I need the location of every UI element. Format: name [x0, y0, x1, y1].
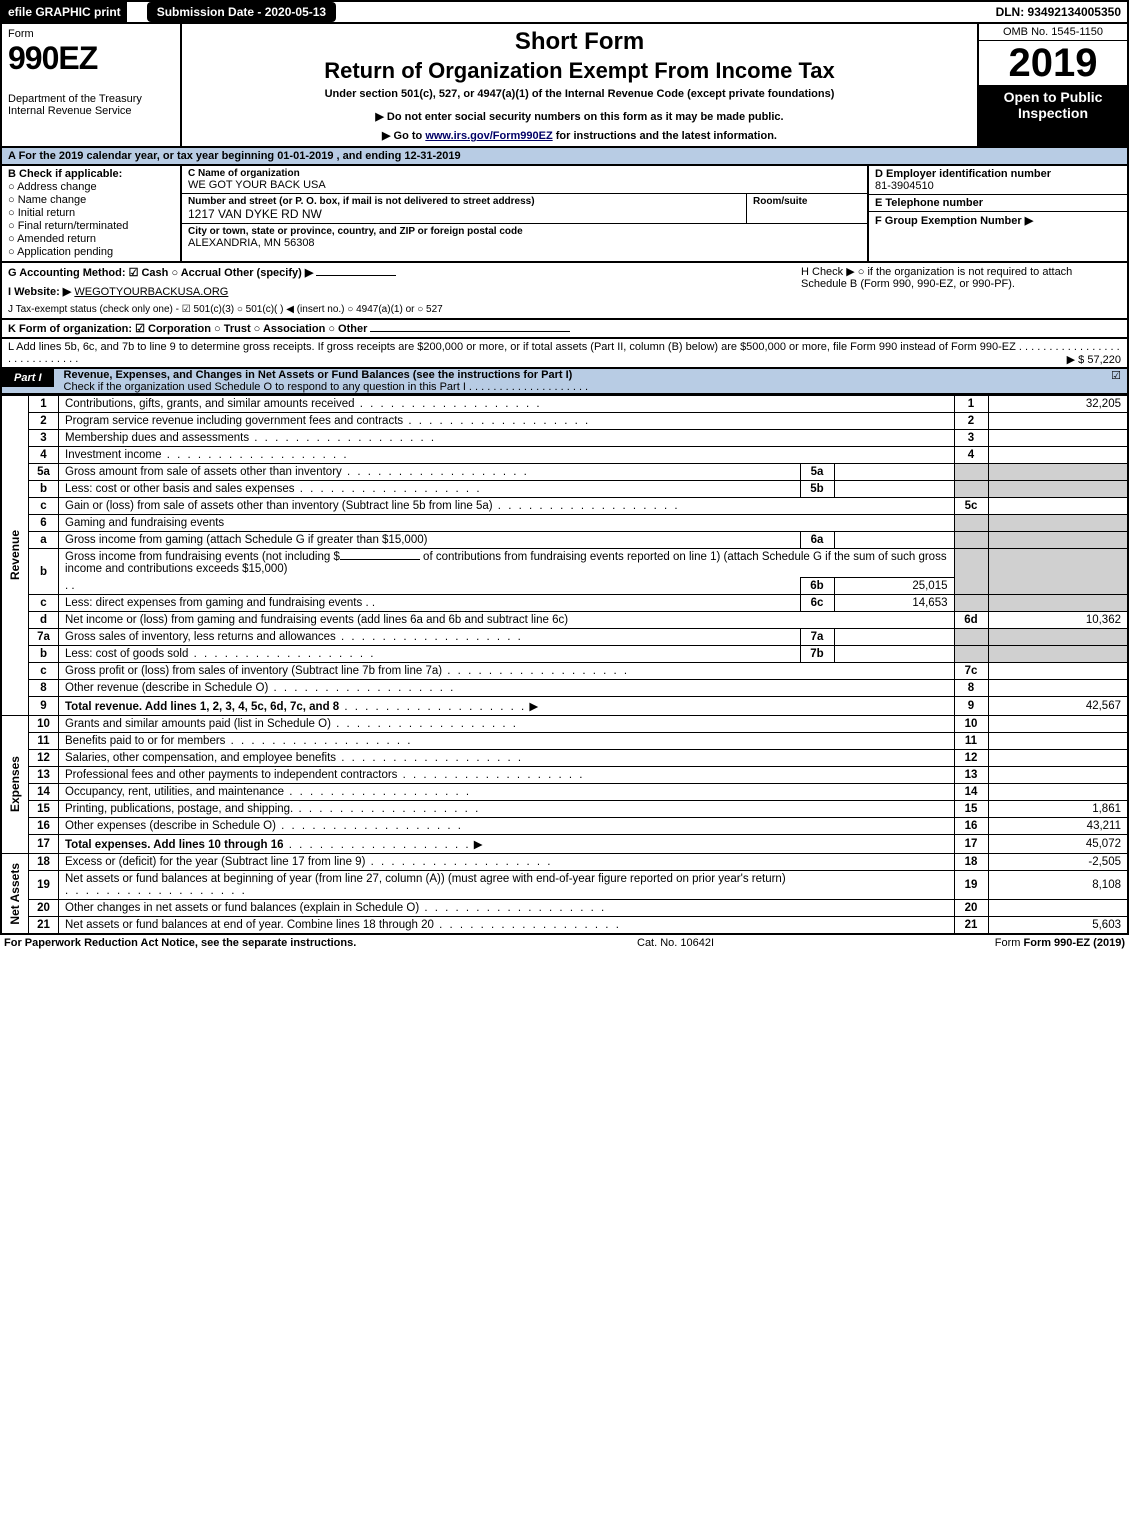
amt-21: 5,603 — [988, 917, 1128, 935]
dln: DLN: 93492134005350 — [996, 5, 1127, 19]
line-j: J Tax-exempt status (check only one) - ☑… — [2, 301, 1127, 318]
ck-initial-return[interactable]: ○ Initial return — [8, 207, 174, 219]
ck-amended-return[interactable]: ○ Amended return — [8, 233, 174, 245]
amt-15: 1,861 — [988, 801, 1128, 818]
form-word: Form — [8, 28, 174, 40]
org-street: 1217 VAN DYKE RD NW — [188, 207, 740, 221]
ck-final-return[interactable]: ○ Final return/terminated — [8, 220, 174, 232]
amt-6b: 25,015 — [834, 578, 954, 595]
line-k: K Form of organization: ☑ Corporation ○ … — [0, 320, 1129, 339]
irs-link[interactable]: www.irs.gov/Form990EZ — [425, 130, 552, 142]
form-ref: Form Form 990-EZ (2019) — [995, 937, 1125, 949]
revenue-side: Revenue — [8, 530, 22, 580]
box-c: C Name of organization WE GOT YOUR BACK … — [182, 166, 867, 261]
amt-19: 8,108 — [988, 871, 1128, 900]
cat-no: Cat. No. 10642I — [637, 937, 714, 949]
efile-tag[interactable]: efile GRAPHIC print — [2, 2, 127, 22]
part1-header: Part I Revenue, Expenses, and Changes in… — [0, 369, 1129, 395]
subtitle: Under section 501(c), 527, or 4947(a)(1)… — [190, 88, 969, 100]
pra-notice: For Paperwork Reduction Act Notice, see … — [4, 937, 356, 949]
amt-1: 32,205 — [988, 396, 1128, 413]
ein: 81-3904510 — [875, 180, 1121, 192]
amt-9: 42,567 — [988, 697, 1128, 716]
form-number: 990EZ — [8, 40, 174, 77]
omb-number: OMB No. 1545-1150 — [979, 24, 1127, 41]
box-b: B Check if applicable: ○ Address change … — [2, 166, 182, 261]
main-title: Return of Organization Exempt From Incom… — [190, 58, 969, 84]
line-a: A For the 2019 calendar year, or tax yea… — [0, 148, 1129, 166]
top-bar: efile GRAPHIC print Submission Date - 20… — [0, 0, 1129, 24]
block-bcdef: B Check if applicable: ○ Address change … — [0, 166, 1129, 263]
amt-17: 45,072 — [988, 835, 1128, 854]
line-h: H Check ▶ ○ if the organization is not r… — [801, 265, 1121, 290]
part1-check[interactable]: ☑ — [1111, 369, 1127, 382]
dept-treasury: Department of the Treasury — [8, 93, 174, 105]
dept-irs: Internal Revenue Service — [8, 105, 174, 117]
net-assets-side: Net Assets — [8, 863, 22, 925]
open-inspection: Open to Public Inspection — [979, 85, 1127, 146]
form-header: Form 990EZ Department of the Treasury In… — [0, 24, 1129, 148]
org-name: WE GOT YOUR BACK USA — [188, 179, 861, 191]
line-l: L Add lines 5b, 6c, and 7b to line 9 to … — [0, 339, 1129, 369]
ssn-warning: ▶ Do not enter social security numbers o… — [190, 110, 969, 123]
submission-date: Submission Date - 2020-05-13 — [147, 2, 336, 22]
ck-name-change[interactable]: ○ Name change — [8, 194, 174, 206]
gross-receipts: ▶ $ 57,220 — [1067, 353, 1121, 366]
amt-18: -2,505 — [988, 854, 1128, 871]
ck-application-pending[interactable]: ○ Application pending — [8, 246, 174, 258]
amt-16: 43,211 — [988, 818, 1128, 835]
website-link[interactable]: WEGOTYOURBACKUSA.ORG — [74, 286, 228, 298]
expenses-side: Expenses — [8, 756, 22, 812]
amt-6c: 14,653 — [834, 595, 954, 612]
amt-6d: 10,362 — [988, 612, 1128, 629]
part1-grid: Revenue 1 Contributions, gifts, grants, … — [0, 395, 1129, 935]
org-city: ALEXANDRIA, MN 56308 — [188, 237, 861, 249]
ck-address-change[interactable]: ○ Address change — [8, 181, 174, 193]
block-ghij: H Check ▶ ○ if the organization is not r… — [0, 263, 1129, 320]
short-form-title: Short Form — [190, 28, 969, 56]
goto-line: ▶ Go to www.irs.gov/Form990EZ for instru… — [190, 129, 969, 142]
tax-year: 2019 — [979, 41, 1127, 85]
footer: For Paperwork Reduction Act Notice, see … — [0, 935, 1129, 951]
box-def: D Employer identification number 81-3904… — [867, 166, 1127, 261]
